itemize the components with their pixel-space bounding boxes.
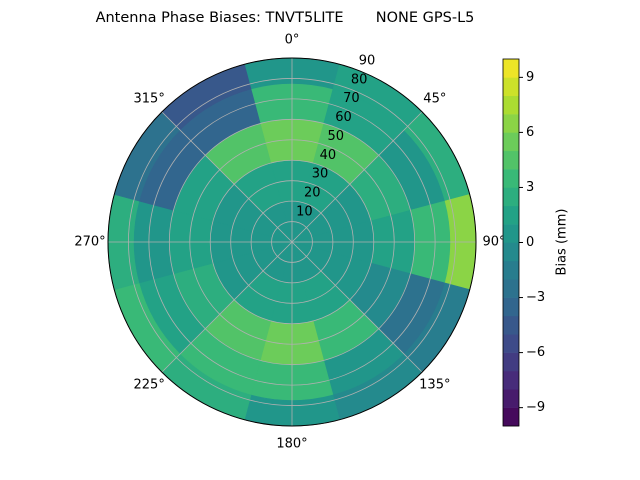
colorbar-level	[503, 315, 519, 335]
theta-tick-label: 135°	[419, 377, 450, 392]
colorbar-level	[503, 114, 519, 133]
grid-spoke	[291, 241, 423, 373]
grid-spoke	[291, 111, 423, 243]
polar-frame	[107, 57, 477, 427]
theta-tick-label: 45°	[423, 92, 446, 107]
colorbar-tick-label: 0	[526, 235, 534, 250]
colorbar-level	[503, 279, 519, 298]
colorbar-level	[503, 169, 519, 188]
theta-tick-label: 0°	[285, 33, 300, 48]
colorbar-level	[503, 370, 519, 390]
colorbar-tick-label: 6	[526, 125, 534, 140]
colorbar-level	[503, 150, 519, 170]
r-tick-label: 50	[327, 129, 344, 144]
colorbar-level	[503, 77, 519, 96]
colorbar-level	[503, 95, 519, 115]
colorbar-level	[503, 132, 519, 152]
chart-title: Antenna Phase Biases: TNVT5LITE NONE GPS…	[96, 10, 475, 26]
colorbar-tick-label: 3	[526, 180, 534, 195]
theta-tick-label: 315°	[134, 92, 165, 107]
r-tick-label: 70	[343, 91, 360, 106]
colorbar-level	[503, 297, 519, 317]
colorbar-tick-label: 9	[526, 70, 534, 85]
r-tick-label: 90	[359, 53, 376, 68]
r-tick-label: 80	[351, 72, 368, 87]
theta-tick-label: 180°	[276, 437, 307, 452]
colorbar-tick-label: −3	[526, 290, 545, 305]
colorbar-level	[503, 224, 519, 243]
colorbar-level	[503, 205, 519, 225]
colorbar-level	[503, 59, 519, 78]
r-tick-label: 10	[296, 205, 313, 220]
grid-spoke	[161, 111, 293, 243]
colorbar-level	[503, 389, 519, 408]
colorbar-level	[503, 187, 519, 207]
theta-tick-label: 270°	[74, 235, 105, 250]
colorbar-level	[503, 334, 519, 353]
colorbar-tick-label: −6	[526, 345, 545, 360]
colorbar-tick-label: −9	[526, 400, 545, 415]
colorbar-level	[503, 352, 519, 372]
r-tick-label: 60	[335, 110, 352, 125]
colorbar-level	[503, 242, 519, 262]
theta-tick-label: 225°	[134, 377, 165, 392]
r-tick-label: 20	[304, 186, 321, 201]
colorbar-level	[503, 407, 519, 427]
colorbar-label: Bias (mm)	[555, 209, 570, 276]
colorbar-level	[503, 260, 519, 280]
theta-tick-label: 90°	[482, 235, 505, 250]
r-tick-label: 30	[312, 167, 329, 182]
grid-spoke	[161, 241, 293, 373]
r-tick-label: 40	[320, 148, 337, 163]
